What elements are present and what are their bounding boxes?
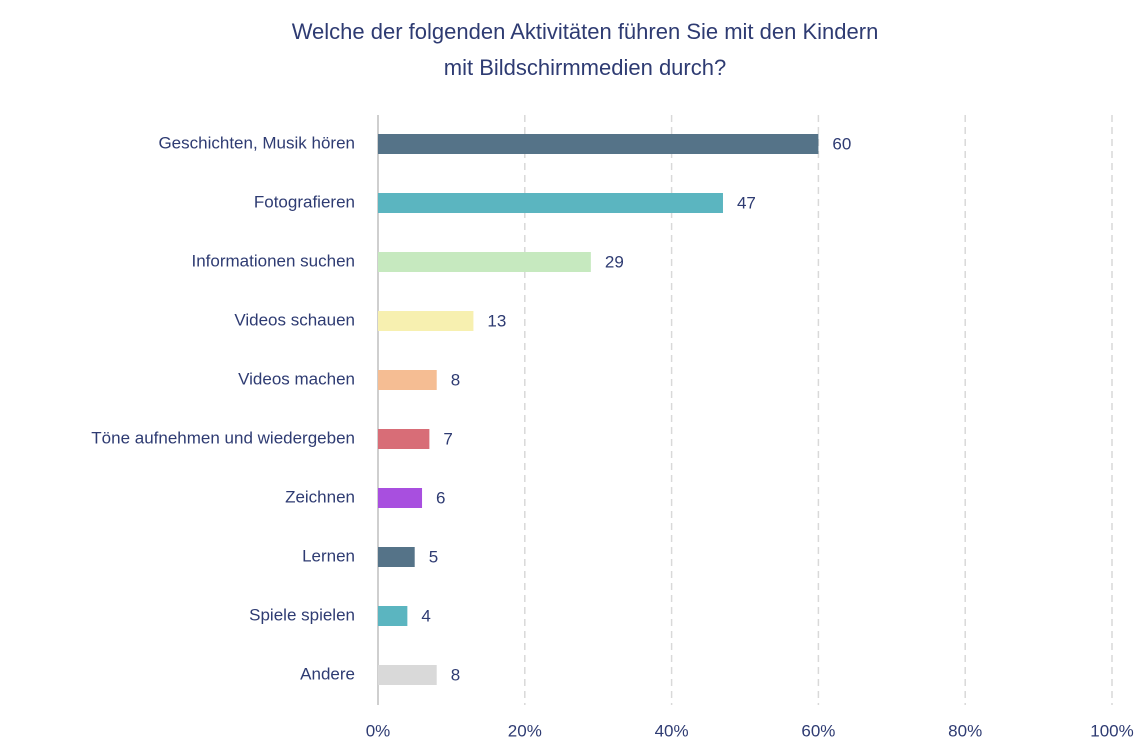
x-tick-label: 40% [655, 721, 689, 740]
bar [378, 370, 437, 390]
value-label: 7 [443, 429, 452, 448]
bar [378, 193, 723, 213]
value-label: 4 [421, 606, 430, 625]
bar [378, 252, 591, 272]
value-label: 8 [451, 370, 460, 389]
bar [378, 488, 423, 508]
y-tick-label: Spiele spielen [249, 605, 355, 624]
y-tick-label: Töne aufnehmen und wiedergeben [91, 428, 355, 447]
value-label: 13 [487, 311, 506, 330]
bar [378, 606, 408, 626]
bar [378, 665, 437, 685]
value-label: 8 [451, 665, 460, 684]
y-tick-label: Andere [300, 664, 355, 683]
y-tick-label: Geschichten, Musik hören [158, 133, 355, 152]
x-tick-label: 0% [366, 721, 391, 740]
bar [378, 311, 474, 331]
y-tick-label: Videos schauen [234, 310, 355, 329]
bar [378, 134, 819, 154]
bar [378, 429, 430, 449]
bar [378, 547, 415, 567]
value-label: 60 [832, 134, 851, 153]
value-label: 47 [737, 193, 756, 212]
x-tick-label: 80% [948, 721, 982, 740]
x-tick-label: 60% [801, 721, 835, 740]
y-tick-label: Lernen [302, 546, 355, 565]
y-tick-label: Zeichnen [285, 487, 355, 506]
y-tick-label: Videos machen [238, 369, 355, 388]
x-tick-label: 100% [1090, 721, 1133, 740]
y-tick-label: Fotografieren [254, 192, 355, 211]
x-tick-label: 20% [508, 721, 542, 740]
value-label: 6 [436, 488, 445, 507]
y-tick-label: Informationen suchen [192, 251, 356, 270]
value-label: 29 [605, 252, 624, 271]
value-label: 5 [429, 547, 438, 566]
chart-title: Welche der folgenden Aktivitäten führen … [291, 19, 879, 80]
